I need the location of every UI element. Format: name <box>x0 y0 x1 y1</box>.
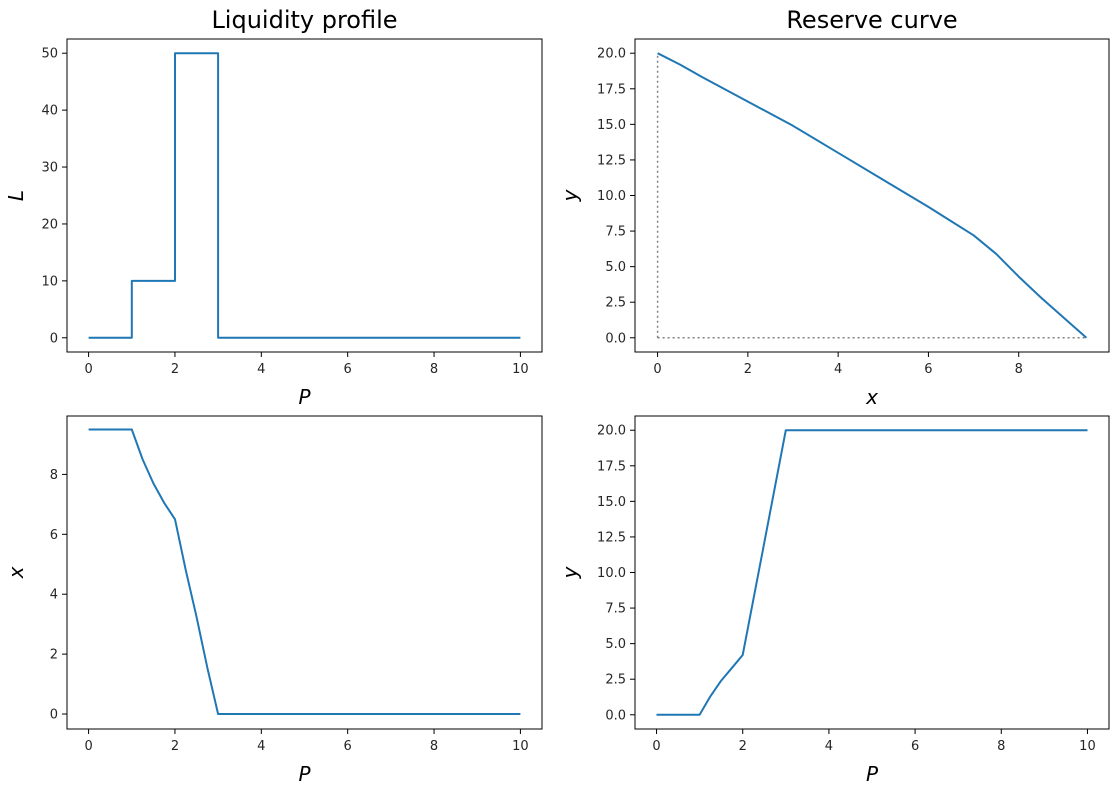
x-tick-label: 0 <box>652 739 660 754</box>
y-axis-label: L <box>4 190 28 201</box>
panel-title: Reserve curve <box>786 6 957 34</box>
y-tick-label: 8 <box>50 468 58 483</box>
panel-title: Liquidity profile <box>211 6 397 34</box>
x-tick-label: 6 <box>344 739 352 754</box>
y-tick-label: 10 <box>41 274 58 289</box>
y-tick-label: 17.5 <box>597 82 626 97</box>
liquidity-profile-panel: Liquidity profile P L 0 2 4 6 8 10 0 10 20 30 40 50 <box>4 6 543 409</box>
x-tick-label: 10 <box>1079 739 1096 754</box>
y-tick-label: 2 <box>50 648 58 663</box>
x-tick-label: 4 <box>257 362 265 377</box>
x-axis-label: x <box>865 385 878 409</box>
x-tick-label: 0 <box>653 362 661 377</box>
y-axis-label: y <box>558 188 582 202</box>
y-tick-label: 17.5 <box>597 459 626 474</box>
y-tick-label: 15.0 <box>597 118 626 133</box>
y-tick-label: 5.0 <box>605 637 626 652</box>
y-tick-label: 12.5 <box>597 153 626 168</box>
y-tick-label: 2.5 <box>605 296 626 311</box>
x-tick-label: 8 <box>430 739 438 754</box>
x-tick-label: 6 <box>911 739 919 754</box>
y-tick-label: 6 <box>50 528 58 543</box>
y-tick-label: 0.0 <box>605 708 626 723</box>
x-tick-label: 4 <box>257 739 265 754</box>
x-reserve-vs-price-panel: P x 0 2 4 6 8 10 0 2 4 6 8 <box>4 415 543 786</box>
axes-frame <box>634 38 1110 353</box>
y-tick-label: 5.0 <box>605 260 626 275</box>
y-tick-label: 15.0 <box>597 495 626 510</box>
y-tick-label: 50 <box>41 47 58 62</box>
x-tick-label: 4 <box>834 362 842 377</box>
x-tick-label: 6 <box>344 362 352 377</box>
x-tick-label: 10 <box>512 739 529 754</box>
x-tick-label: 6 <box>924 362 932 377</box>
x-tick-label: 2 <box>171 362 179 377</box>
x-axis-label: P <box>866 762 879 786</box>
reserve-curve-panel: Reserve curve x y 0 2 4 6 8 0.0 2.5 5.0 7.5 10.0 1… <box>558 6 1110 409</box>
series-line <box>656 429 1088 716</box>
y-tick-label: 0 <box>50 331 58 346</box>
x-tick-label: 10 <box>512 362 529 377</box>
x-tick-label: 4 <box>825 739 833 754</box>
y-axis-label: y <box>558 565 582 579</box>
series-line <box>88 52 521 339</box>
x-tick-label: 0 <box>84 739 92 754</box>
y-tick-label: 12.5 <box>597 530 626 545</box>
y-tick-label: 20.0 <box>597 47 626 62</box>
y-tick-label: 40 <box>41 104 58 119</box>
y-axis-label: x <box>4 566 28 579</box>
y-tick-label: 10.0 <box>597 189 626 204</box>
x-tick-label: 0 <box>84 362 92 377</box>
x-tick-label: 2 <box>744 362 752 377</box>
axes-frame <box>66 415 543 730</box>
y-tick-label: 7.5 <box>605 225 626 240</box>
y-tick-label: 10.0 <box>597 566 626 581</box>
y-tick-label: 0 <box>50 708 58 723</box>
y-tick-label: 30 <box>41 161 58 176</box>
series-line <box>88 428 521 715</box>
x-tick-label: 2 <box>739 739 747 754</box>
x-tick-label: 8 <box>1015 362 1023 377</box>
x-axis-label: P <box>298 385 311 409</box>
x-tick-label: 8 <box>997 739 1005 754</box>
y-reserve-vs-price-panel: P y 0 2 4 6 8 10 0.0 2.5 5.0 7.5 10.0 12.5 15.0 17.5 2… <box>558 415 1110 786</box>
y-tick-label: 20 <box>41 217 58 232</box>
y-tick-label: 2.5 <box>605 673 626 688</box>
series-line <box>657 52 1088 339</box>
x-tick-label: 2 <box>171 739 179 754</box>
x-tick-label: 8 <box>430 362 438 377</box>
y-tick-label: 0.0 <box>605 331 626 346</box>
y-tick-label: 20.0 <box>597 424 626 439</box>
y-tick-label: 4 <box>50 588 58 603</box>
x-axis-label: P <box>298 762 311 786</box>
axes-frame <box>66 38 543 353</box>
axes-frame <box>634 415 1110 730</box>
y-tick-label: 7.5 <box>605 602 626 617</box>
